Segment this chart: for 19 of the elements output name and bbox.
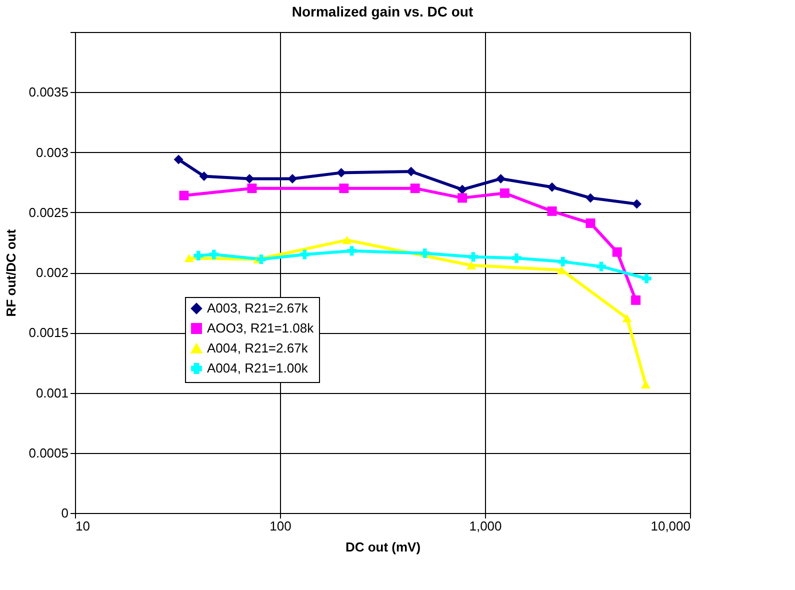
y-tick-label: 0.0005 [28,445,68,460]
y-tick-label: 0.0015 [28,325,68,340]
chart-title: Normalized gain vs. DC out [292,4,474,20]
y-tick-label: 0.0025 [28,204,68,220]
legend-label: A003, R21=2.67k [207,300,308,316]
y-tick-label: 0.003 [36,144,68,160]
x-axis-title: DC out (mV) [345,540,421,554]
y-tick-label: 0.002 [36,265,68,280]
y-tick-label: 0 [61,506,68,520]
x-tick-label: 10,000 [650,518,690,534]
y-tick-label: 0.001 [36,385,68,400]
x-tick-label: 1,000 [469,518,502,534]
x-tick-label: 100 [270,518,292,534]
legend-label: AOO3, R21=1.08k [207,320,314,336]
y-axis-title: RF out/DC out [4,228,19,317]
x-tick-label: 10 [76,518,90,534]
legend-label: A004, R21=1.00k [207,360,308,376]
legend-label: A004, R21=2.67k [207,340,308,356]
y-tick-label: 0.0035 [28,84,68,100]
